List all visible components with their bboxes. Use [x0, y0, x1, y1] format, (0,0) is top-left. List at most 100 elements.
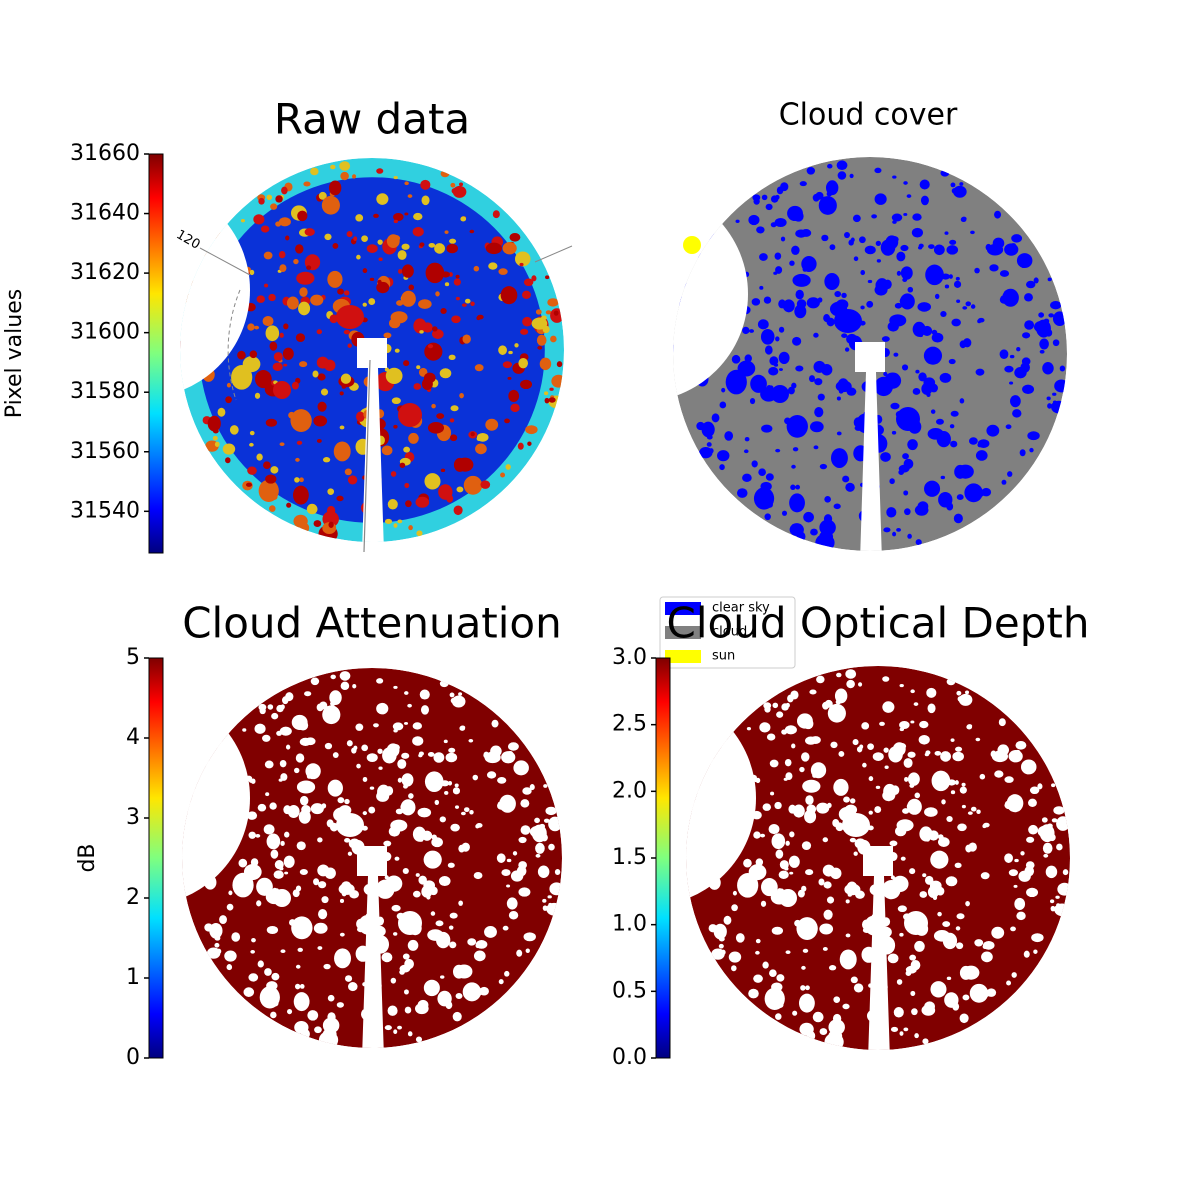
sky-blob: [518, 887, 531, 897]
tick-label: 31540: [70, 498, 140, 523]
sky-blob: [336, 813, 364, 837]
sky-blob: [925, 838, 930, 842]
sky-blob: [455, 274, 460, 279]
sky-blob: [785, 840, 790, 846]
sky-blob: [1027, 431, 1040, 441]
sky-blob: [936, 418, 944, 425]
sky-blob: [1026, 836, 1035, 843]
sky-blob: [386, 743, 400, 758]
sky-blob: [524, 790, 530, 795]
sky-blob: [893, 352, 899, 357]
sky-blob: [273, 870, 284, 879]
sky-blob: [250, 858, 259, 867]
sky-blob: [938, 491, 953, 508]
sky-blob: [775, 849, 784, 859]
sky-blob: [1039, 338, 1049, 350]
sky-blob: [381, 445, 393, 456]
sky-blob: [841, 333, 848, 338]
sky-blob: [459, 392, 464, 399]
sky-blob: [946, 678, 956, 686]
sky-blob: [737, 873, 759, 898]
sky-blob: [242, 728, 247, 732]
sky-blob: [250, 778, 256, 784]
sky-blob: [1005, 424, 1012, 430]
sky-blob: [328, 180, 342, 196]
sky-blob: [970, 304, 976, 309]
sky-blob: [310, 294, 324, 306]
sky-blob: [368, 298, 376, 306]
sky-blob: [243, 863, 262, 880]
sky-blob: [525, 948, 530, 953]
sky-blob: [517, 442, 524, 450]
sky-blob: [907, 772, 920, 786]
sky-blob: [749, 329, 755, 333]
sky-blob: [875, 240, 882, 247]
sky-blob: [256, 900, 262, 907]
sky-blob: [896, 270, 902, 276]
sky-blob: [431, 834, 437, 840]
sky-blob: [413, 383, 422, 390]
sky-blob: [280, 840, 285, 846]
sky-blob: [438, 876, 451, 887]
sky-blob: [762, 961, 769, 969]
sky-blob: [989, 264, 999, 272]
sky-blob: [339, 425, 345, 430]
sky-blob: [431, 837, 443, 848]
sky-blob: [226, 903, 234, 911]
sky-blob: [721, 387, 726, 393]
sky-blob: [286, 296, 299, 310]
sky-blob: [498, 979, 504, 985]
sky-blob: [1042, 842, 1053, 854]
sky-blob: [420, 705, 430, 715]
sky-blob: [301, 1029, 310, 1039]
guide-line: [534, 245, 573, 263]
sky-blob: [313, 922, 328, 934]
sky-blob: [543, 391, 549, 396]
sky-blob: [801, 841, 812, 851]
sky-blob: [759, 285, 764, 290]
colorbar-label: dB: [75, 843, 100, 872]
sky-blob: [775, 266, 783, 274]
sky-blob: [419, 330, 424, 334]
sky-blob: [803, 718, 814, 730]
sky-blob: [550, 335, 557, 343]
notch: [180, 182, 250, 398]
sky-blob: [906, 194, 912, 198]
sky-blob: [383, 332, 392, 339]
sky-blob: [823, 514, 833, 524]
sky-blob: [322, 705, 341, 725]
sky-blob: [755, 938, 761, 944]
sky-blob: [304, 228, 315, 236]
sky-blob: [749, 397, 756, 405]
sky-blob: [818, 878, 825, 886]
sky-blob: [787, 694, 794, 703]
colorbar-label: Pixel values: [2, 289, 27, 418]
sky-blob: [821, 234, 829, 242]
sky-blob: [910, 990, 916, 996]
sky-blob: [753, 197, 760, 205]
sky-blob: [949, 424, 955, 429]
sky-blob: [971, 438, 976, 443]
sky-blob: [833, 996, 841, 1003]
sky-blob: [919, 891, 928, 898]
sky-blob: [852, 214, 861, 223]
sky-blob: [986, 244, 1004, 256]
sky-blob: [548, 397, 556, 403]
sky-blob: [830, 448, 848, 468]
sky-blob: [228, 890, 233, 896]
sky-blob: [293, 258, 299, 265]
sky-blob: [853, 417, 863, 428]
sky-blob: [788, 855, 800, 868]
sky-blob: [812, 1011, 824, 1023]
sky-blob: [384, 1025, 392, 1031]
sky-blob: [918, 734, 930, 745]
sky-blob: [799, 766, 805, 773]
sky-blob: [954, 780, 959, 785]
sky-blob: [879, 721, 885, 726]
sky-blob: [440, 170, 450, 178]
sky-blob: [890, 1026, 899, 1032]
sky-blob: [474, 364, 484, 372]
sky-blob: [425, 262, 445, 284]
sky-blob: [1029, 447, 1034, 453]
sky-blob: [842, 1003, 850, 1010]
